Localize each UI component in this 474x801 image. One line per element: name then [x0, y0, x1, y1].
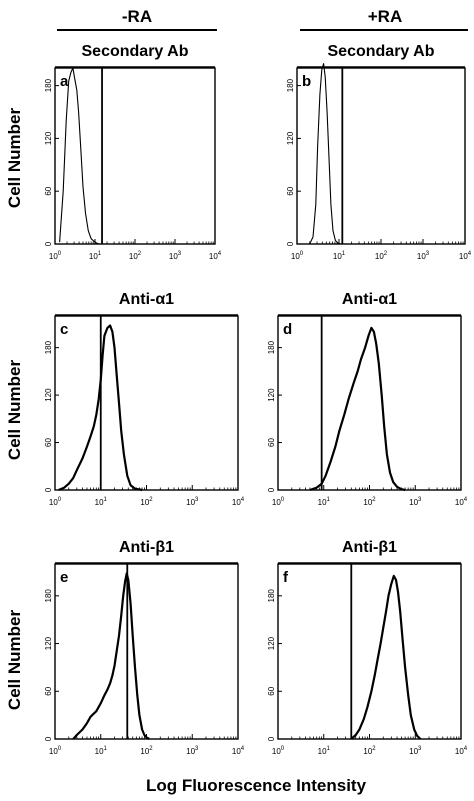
panel-f: Anti-β1 f 0 60 120 180 100 101 102 103 104: [267, 539, 468, 756]
panel-b-xtick-label-2: 102: [375, 251, 388, 261]
y-axis-label-row-3: Cell Number: [5, 610, 24, 711]
panel-c-xtick-label-3: 103: [186, 497, 199, 507]
panel-c-letter: c: [60, 321, 68, 338]
panel-f-ytick-label-180: 180: [267, 589, 276, 603]
panel-e-ytick-label-0: 0: [44, 736, 53, 741]
panel-d-title: Anti-α1: [342, 291, 397, 308]
panel-e-letter: e: [60, 569, 68, 586]
panel-b-ytick-label-180: 180: [286, 78, 295, 92]
panel-a-xtick-label-4: 104: [209, 251, 222, 261]
panel-c-xtick-label-4: 104: [232, 497, 245, 507]
panel-e-ytick-label-60: 60: [44, 686, 53, 695]
panel-d: Anti-α1 d 0 60 120 180 100 101 102 103 104: [267, 291, 468, 507]
panel-a-xtick-label-1: 101: [89, 251, 102, 261]
panel-a-ytick-label-0: 0: [44, 241, 53, 246]
panel-a-ytick-label-60: 60: [44, 186, 53, 195]
panel-a-xtick-label-3: 103: [169, 251, 182, 261]
column-header-minus-ra: -RA: [122, 7, 152, 26]
panel-f-xtick-label-2: 102: [363, 746, 376, 756]
panel-d-xtick-label-4: 104: [455, 497, 468, 507]
panel-f-ytick-label-0: 0: [267, 736, 276, 741]
panel-b-xtick-label-4: 104: [459, 251, 472, 261]
panel-c: Anti-α1 c 0 60 120 180 100 101 102 103 104: [44, 291, 245, 507]
panel-d-ytick-label-0: 0: [267, 487, 276, 492]
panel-f-xtick-label-0: 100: [272, 746, 285, 756]
panel-f-frame: [277, 563, 462, 740]
panel-c-ytick-label-120: 120: [44, 388, 53, 402]
panel-c-histogram: [58, 324, 143, 492]
panel-b-xtick-label-0: 100: [291, 251, 304, 261]
panel-b-ytick-label-60: 60: [286, 186, 295, 195]
panel-a-letter: a: [60, 73, 69, 90]
panel-a-histogram: [59, 67, 100, 245]
panel-d-xtick-label-2: 102: [363, 497, 376, 507]
panel-d-letter: d: [283, 321, 292, 338]
panel-c-ytick-label-0: 0: [44, 487, 53, 492]
panel-b-title: Secondary Ab: [328, 43, 435, 60]
panel-c-xtick-label-2: 102: [140, 497, 153, 507]
panel-e-xtick-label-0: 100: [49, 746, 62, 756]
panel-d-ytick-label-180: 180: [267, 340, 276, 354]
panel-b: Secondary Ab b 0 60 120 180 100 101 102 103 104: [286, 43, 472, 261]
panel-d-ytick-label-60: 60: [267, 438, 276, 447]
panel-f-xtick-label-1: 101: [318, 746, 331, 756]
panel-e-xtick-label-1: 101: [95, 746, 108, 756]
y-axis-label-row-1: Cell Number: [5, 108, 24, 209]
panel-c-frame: [54, 315, 239, 491]
y-axis-label-row-2: Cell Number: [5, 360, 24, 461]
panel-e: Anti-β1 e 0 60 120 180 100 101 102 103 104: [44, 539, 245, 756]
panel-f-letter: f: [283, 569, 289, 586]
panel-a-xtick-label-0: 100: [49, 251, 62, 261]
panel-c-xtick-label-1: 101: [95, 497, 108, 507]
panel-d-xtick-label-3: 103: [409, 497, 422, 507]
panel-c-ytick-label-180: 180: [44, 340, 53, 354]
panel-f-xtick-label-3: 103: [409, 746, 422, 756]
panel-f-title: Anti-β1: [342, 539, 397, 556]
panel-b-letter: b: [302, 73, 311, 90]
panel-c-title: Anti-α1: [119, 291, 174, 308]
panel-f-ytick-label-60: 60: [267, 686, 276, 695]
panel-b-ytick-label-0: 0: [286, 241, 295, 246]
panel-a-ytick-label-120: 120: [44, 131, 53, 145]
panel-b-xtick-label-1: 101: [333, 251, 346, 261]
panel-f-xtick-label-4: 104: [455, 746, 468, 756]
panel-b-frame: [296, 67, 466, 245]
panel-b-histogram: [309, 63, 341, 245]
panel-a-xtick-label-2: 102: [129, 251, 142, 261]
panel-e-xtick-label-2: 102: [140, 746, 153, 756]
panel-e-xtick-label-4: 104: [232, 746, 245, 756]
panel-b-ytick-label-120: 120: [286, 131, 295, 145]
panel-d-ytick-label-120: 120: [267, 388, 276, 402]
panel-a-ytick-label-180: 180: [44, 78, 53, 92]
panel-c-xtick-label-0: 100: [49, 497, 62, 507]
panel-c-ytick-label-60: 60: [44, 438, 53, 447]
x-axis-label: Log Fluorescence Intensity: [146, 776, 367, 795]
panel-d-xtick-label-1: 101: [318, 497, 331, 507]
panel-a-frame: [54, 67, 216, 245]
panel-d-xtick-label-0: 100: [272, 497, 285, 507]
panel-e-xtick-label-3: 103: [186, 746, 199, 756]
panel-b-xtick-label-3: 103: [417, 251, 430, 261]
panel-a: Secondary Ab a 0 60 120 180 100 101 102 103 104: [44, 43, 222, 261]
panel-e-histogram: [72, 572, 150, 740]
panel-e-ytick-label-120: 120: [44, 636, 53, 650]
panel-e-frame: [54, 563, 239, 740]
panel-f-histogram: [350, 574, 422, 740]
panel-f-ytick-label-120: 120: [267, 636, 276, 650]
panel-a-title: Secondary Ab: [82, 43, 189, 60]
panel-e-ytick-label-180: 180: [44, 589, 53, 603]
column-header-plus-ra: +RA: [368, 7, 402, 26]
panel-d-histogram: [309, 326, 406, 492]
panel-e-title: Anti-β1: [119, 539, 174, 556]
panel-d-frame: [277, 315, 462, 491]
